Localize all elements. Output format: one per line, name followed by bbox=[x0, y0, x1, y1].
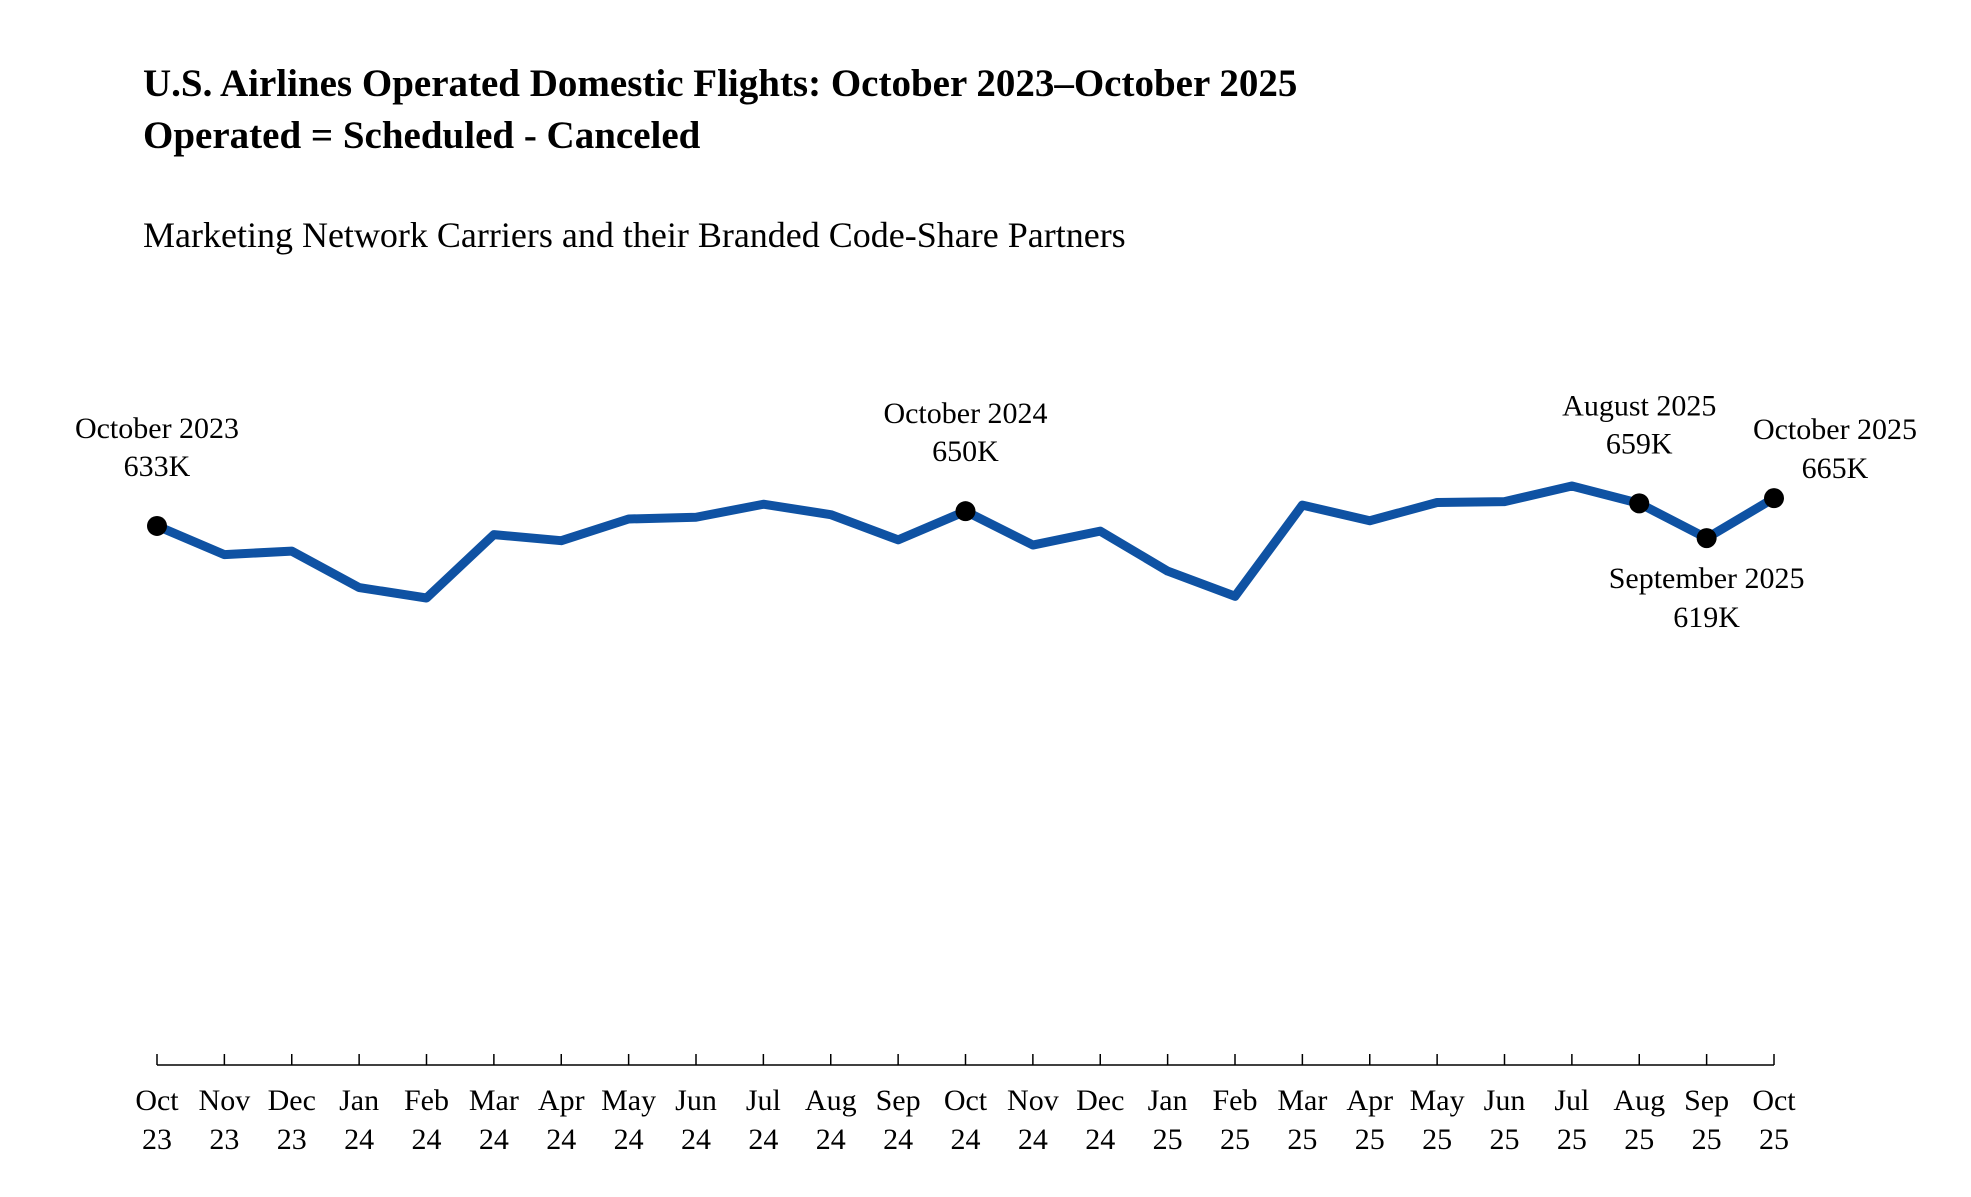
annotation-label: October 2024 bbox=[883, 397, 1047, 430]
x-tick-label: Aug 24 bbox=[804, 1084, 857, 1156]
x-tick-label: Jan 25 bbox=[1147, 1084, 1188, 1156]
x-tick-label: Jul 24 bbox=[745, 1084, 781, 1156]
value-label: 659K bbox=[1606, 427, 1673, 460]
annotation-label: September 2025 bbox=[1609, 562, 1805, 595]
value-label: 619K bbox=[1673, 601, 1740, 634]
x-tick-label: Jun 25 bbox=[1483, 1084, 1526, 1156]
x-tick-label: Apr 24 bbox=[537, 1084, 585, 1156]
x-tick-label: Mar 24 bbox=[468, 1084, 519, 1156]
x-tick-label: Jul 25 bbox=[1554, 1084, 1590, 1156]
point bbox=[1629, 493, 1650, 514]
point bbox=[1764, 488, 1784, 509]
x-tick-label: May 24 bbox=[601, 1084, 657, 1156]
chart-title: U.S. Airlines Operated Domestic Flights:… bbox=[143, 62, 1298, 105]
point bbox=[147, 515, 167, 536]
annotation-label: October 2025 bbox=[1753, 413, 1917, 446]
x-tick-label: May 25 bbox=[1409, 1084, 1465, 1156]
value-label: 650K bbox=[932, 435, 999, 468]
annotation-label: August 2025 bbox=[1562, 389, 1716, 422]
point bbox=[1696, 528, 1717, 549]
x-tick-label: Aug 25 bbox=[1613, 1084, 1666, 1156]
point bbox=[955, 501, 976, 522]
x-tick-label: Oct 25 bbox=[1752, 1084, 1796, 1156]
x-tick-label: Oct 24 bbox=[943, 1084, 988, 1156]
x-tick-label: Dec 24 bbox=[1076, 1084, 1125, 1156]
x-tick-label: Nov 23 bbox=[198, 1084, 251, 1156]
value-label: 665K bbox=[1802, 452, 1869, 485]
x-tick-label: Feb 25 bbox=[1212, 1084, 1258, 1156]
x-tick-label: Dec 23 bbox=[267, 1084, 316, 1156]
x-tick-label: Jan 24 bbox=[339, 1084, 380, 1156]
annotation-label: October 2023 bbox=[75, 412, 239, 445]
chart-caption: Marketing Network Carriers and their Bra… bbox=[143, 215, 1126, 255]
x-tick-label: Feb 24 bbox=[404, 1084, 449, 1156]
x-tick-label: Apr 25 bbox=[1346, 1084, 1394, 1156]
x-tick-label: Mar 25 bbox=[1277, 1084, 1328, 1156]
x-tick-label: Sep 24 bbox=[875, 1084, 921, 1156]
x-tick-label: Sep 25 bbox=[1684, 1084, 1730, 1156]
x-tick-label: Nov 24 bbox=[1007, 1084, 1059, 1156]
value-label: 633K bbox=[124, 450, 191, 483]
x-tick-label: Jun 24 bbox=[675, 1084, 717, 1156]
x-tick-label: Oct 23 bbox=[135, 1084, 179, 1156]
chart-subtitle: Operated = Scheduled - Canceled bbox=[143, 114, 701, 157]
